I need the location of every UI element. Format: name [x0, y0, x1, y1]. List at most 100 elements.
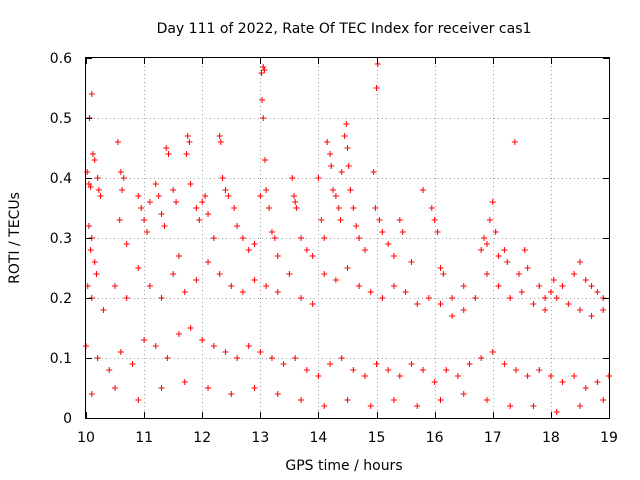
data-point: [324, 139, 331, 145]
data-point: [356, 235, 363, 241]
data-point: [501, 247, 508, 253]
data-point: [536, 283, 543, 289]
data-point: [547, 289, 554, 295]
data-point: [184, 133, 191, 139]
data-point: [228, 391, 235, 397]
data-point: [489, 199, 496, 205]
data-point: [94, 175, 101, 181]
data-point: [274, 391, 281, 397]
data-point: [414, 301, 421, 307]
data-point: [553, 409, 560, 415]
data-point: [259, 97, 266, 103]
data-point: [576, 307, 583, 313]
data-point: [144, 229, 151, 235]
data-point: [123, 241, 130, 247]
data-point: [530, 403, 537, 409]
data-point: [112, 385, 119, 391]
data-point: [216, 271, 223, 277]
data-point: [231, 205, 238, 211]
data-point: [547, 373, 554, 379]
data-point: [478, 355, 485, 361]
data-point: [258, 70, 265, 76]
data-point: [175, 331, 182, 337]
data-point: [379, 229, 386, 235]
data-point: [437, 265, 444, 271]
x-tick-label: 19: [600, 430, 618, 446]
data-point: [431, 379, 438, 385]
data-point: [343, 121, 350, 127]
data-point: [361, 373, 368, 379]
data-point: [507, 403, 514, 409]
data-point: [260, 64, 267, 70]
data-point: [205, 259, 212, 265]
data-point: [123, 295, 130, 301]
data-point: [245, 343, 252, 349]
data-point: [266, 205, 273, 211]
data-point: [396, 217, 403, 223]
data-point: [239, 289, 246, 295]
y-tick-labels: 0 0.1 0.2 0.3 0.4 0.5 0.6: [50, 51, 72, 427]
data-point: [141, 337, 148, 343]
data-point: [350, 367, 357, 373]
data-point: [443, 367, 450, 373]
x-tick-label: 13: [251, 430, 269, 446]
data-point: [507, 295, 514, 301]
data-point: [571, 271, 578, 277]
data-point: [219, 175, 226, 181]
data-point: [245, 247, 252, 253]
data-point: [117, 349, 124, 355]
data-point: [261, 67, 268, 73]
data-point: [576, 259, 583, 265]
tick-marks: [86, 58, 610, 419]
data-point: [483, 241, 490, 247]
data-point: [88, 391, 95, 397]
data-point: [163, 145, 170, 151]
data-point: [146, 199, 153, 205]
data-point: [460, 391, 467, 397]
data-point: [600, 307, 607, 313]
data-point: [141, 217, 148, 223]
data-point: [186, 139, 193, 145]
data-point: [181, 289, 188, 295]
x-tick-label: 12: [193, 430, 211, 446]
data-point: [268, 355, 275, 361]
data-point: [303, 367, 310, 373]
data-point: [396, 373, 403, 379]
data-point: [106, 367, 113, 373]
data-point: [367, 289, 374, 295]
data-point: [495, 283, 502, 289]
data-point: [390, 397, 397, 403]
data-point: [89, 151, 96, 157]
data-point: [183, 151, 190, 157]
x-tick-label: 17: [484, 430, 502, 446]
data-point: [373, 361, 380, 367]
data-point: [85, 223, 92, 229]
data-point: [91, 157, 98, 163]
data-point: [257, 193, 264, 199]
data-point: [483, 397, 490, 403]
data-point: [234, 223, 241, 229]
data-point: [483, 271, 490, 277]
data-point: [292, 355, 299, 361]
data-point: [553, 295, 560, 301]
data-point: [437, 397, 444, 403]
data-point: [414, 403, 421, 409]
x-tick-labels: 10 11 12 13 14 15 16 17 18 19: [77, 430, 618, 446]
data-point: [93, 271, 100, 277]
data-point: [315, 175, 322, 181]
data-point: [251, 385, 258, 391]
data-point: [251, 277, 258, 283]
data-point: [298, 295, 305, 301]
data-point: [338, 169, 345, 175]
data-point: [542, 307, 549, 313]
data-point: [370, 169, 377, 175]
data-point: [434, 229, 441, 235]
data-point: [263, 187, 270, 193]
data-point: [116, 217, 123, 223]
data-point: [449, 313, 456, 319]
data-point: [315, 373, 322, 379]
data-point: [152, 181, 159, 187]
data-point: [492, 229, 499, 235]
data-point: [260, 115, 267, 121]
plot-frame: [85, 57, 610, 419]
